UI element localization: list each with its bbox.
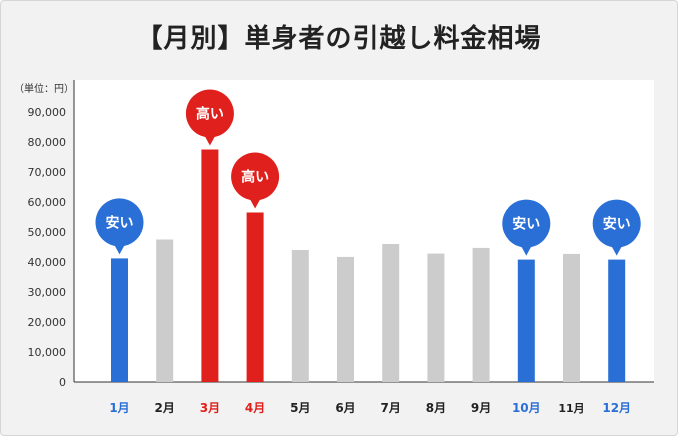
bar	[246, 212, 264, 382]
badge-bubble	[502, 199, 551, 248]
x-tick-label: 8月	[426, 401, 446, 415]
badge-label: 安い	[512, 216, 540, 233]
y-tick-label: 90,000	[28, 106, 67, 119]
badge-bubble	[95, 198, 144, 247]
badge-pointer	[113, 243, 126, 255]
bar	[111, 258, 128, 382]
bar	[156, 239, 174, 382]
y-tick-label: 70,000	[28, 166, 67, 179]
unit-label: （単位：円）	[14, 84, 74, 95]
badge-bubble	[231, 152, 280, 201]
x-tick-label: 7月	[381, 401, 401, 415]
x-tick-label: 2月	[155, 401, 175, 415]
x-tick-label: 11月	[558, 402, 584, 415]
badge-bubble	[185, 89, 234, 138]
bar	[291, 250, 309, 382]
y-tick-label: 50,000	[28, 226, 67, 239]
x-tick-label: 5月	[290, 401, 310, 415]
bar	[337, 256, 354, 382]
chart-title: 【月別】単身者の引越し料金相場	[136, 24, 542, 54]
badge-pointer	[203, 134, 216, 146]
bar	[608, 259, 626, 382]
bar	[517, 259, 535, 382]
y-tick-label: 20,000	[28, 316, 67, 329]
x-tick-label: 1月	[109, 401, 129, 415]
y-tick-label: 0	[59, 376, 66, 389]
y-tick-label: 60,000	[28, 196, 67, 209]
x-tick-label: 3月	[200, 401, 220, 415]
y-tick-label: 80,000	[28, 136, 67, 149]
bar	[472, 247, 490, 382]
x-tick-label: 4月	[245, 401, 265, 415]
badge-label: 高い	[241, 169, 269, 186]
badge-pointer	[249, 197, 262, 209]
bar	[427, 253, 445, 382]
badge-label: 安い	[603, 216, 631, 233]
badge-label: 安い	[106, 214, 134, 231]
badge-pointer	[520, 244, 533, 256]
y-tick-label: 10,000	[28, 346, 67, 359]
badge-bubble	[592, 199, 641, 248]
bar	[563, 253, 580, 382]
y-tick-label: 30,000	[28, 286, 67, 299]
badge-pointer	[610, 244, 623, 256]
badge-label: 高い	[196, 106, 224, 123]
x-tick-label: 6月	[335, 401, 355, 415]
x-tick-label: 10月	[512, 401, 541, 415]
y-tick-label: 40,000	[28, 256, 67, 269]
x-tick-label: 9月	[471, 401, 491, 415]
bar	[201, 149, 219, 382]
bar	[382, 244, 400, 382]
x-tick-label: 12月	[602, 401, 631, 415]
